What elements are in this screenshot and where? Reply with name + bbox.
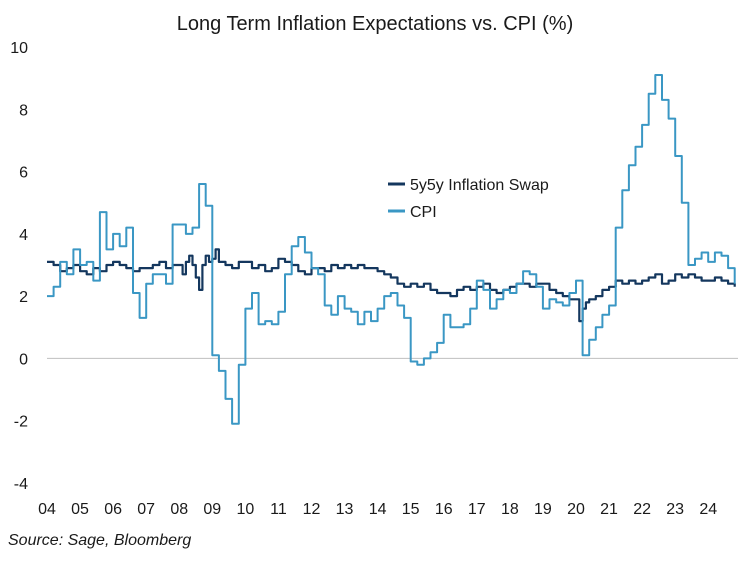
x-tick-label: 23	[666, 501, 684, 518]
y-tick-label: 4	[19, 227, 28, 244]
y-tick-label: -4	[14, 476, 28, 493]
y-tick-label: 2	[19, 289, 28, 306]
x-tick-label: 04	[38, 501, 56, 518]
legend-label: 5y5y Inflation Swap	[410, 177, 549, 194]
chart-title: Long Term Inflation Expectations vs. CPI…	[177, 13, 573, 35]
y-tick-label: 0	[19, 351, 28, 368]
y-tick-label: 6	[19, 165, 28, 182]
x-tick-label: 20	[567, 501, 585, 518]
legend-label: CPI	[410, 204, 437, 221]
x-tick-label: 10	[236, 501, 254, 518]
y-tick-label: -2	[14, 414, 28, 431]
x-tick-label: 22	[633, 501, 651, 518]
x-tick-label: 17	[468, 501, 486, 518]
x-tick-label: 21	[600, 501, 618, 518]
x-tick-label: 05	[71, 501, 89, 518]
series-line-cpi	[47, 74, 736, 425]
source-note: Source: Sage, Bloomberg	[8, 532, 192, 549]
y-tick-label: 10	[10, 40, 28, 57]
x-tick-label: 15	[402, 501, 420, 518]
x-tick-label: 09	[203, 501, 221, 518]
x-tick-label: 16	[435, 501, 453, 518]
x-tick-label: 11	[270, 501, 287, 518]
x-tick-label: 06	[104, 501, 122, 518]
series-layer	[47, 74, 736, 425]
x-tick-label: 18	[501, 501, 519, 518]
series-line-inflation-swap	[47, 248, 736, 323]
x-tick-label: 07	[137, 501, 155, 518]
legend: 5y5y Inflation Swap CPI	[388, 177, 549, 221]
x-tick-label: 08	[170, 501, 188, 518]
x-tick-label: 24	[699, 501, 717, 518]
x-tick-label: 13	[336, 501, 354, 518]
x-tick-label: 19	[534, 501, 552, 518]
x-tick-label: 14	[369, 501, 387, 518]
y-tick-label: 8	[19, 102, 28, 119]
x-tick-label: 12	[303, 501, 321, 518]
